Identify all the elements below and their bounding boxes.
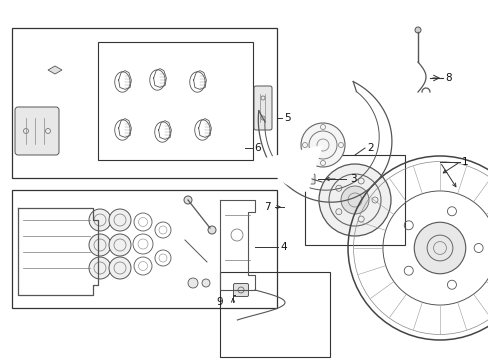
Text: 8: 8 bbox=[444, 73, 451, 83]
Circle shape bbox=[202, 279, 209, 287]
Text: 4: 4 bbox=[280, 242, 286, 252]
Circle shape bbox=[207, 226, 216, 234]
Circle shape bbox=[301, 123, 345, 167]
Bar bbox=[98, 42, 252, 160]
Text: 9: 9 bbox=[216, 297, 223, 307]
Polygon shape bbox=[48, 66, 62, 74]
Circle shape bbox=[109, 257, 131, 279]
Bar bbox=[12, 28, 276, 178]
Text: 6: 6 bbox=[253, 143, 260, 153]
Circle shape bbox=[340, 186, 368, 214]
Polygon shape bbox=[262, 145, 323, 192]
Text: 3: 3 bbox=[349, 174, 356, 184]
Bar bbox=[220, 272, 329, 357]
Circle shape bbox=[187, 278, 198, 288]
Circle shape bbox=[89, 209, 111, 231]
Text: 1: 1 bbox=[461, 157, 468, 167]
Text: 5: 5 bbox=[284, 113, 290, 123]
FancyBboxPatch shape bbox=[253, 86, 271, 130]
FancyBboxPatch shape bbox=[304, 174, 314, 184]
FancyBboxPatch shape bbox=[233, 284, 248, 297]
FancyBboxPatch shape bbox=[15, 107, 59, 155]
Circle shape bbox=[183, 196, 192, 204]
Bar bbox=[12, 190, 276, 308]
Circle shape bbox=[89, 234, 111, 256]
Circle shape bbox=[414, 27, 420, 33]
Circle shape bbox=[109, 234, 131, 256]
Text: 2: 2 bbox=[366, 143, 373, 153]
Circle shape bbox=[318, 164, 390, 236]
Circle shape bbox=[413, 222, 465, 274]
Bar bbox=[305, 155, 404, 245]
Circle shape bbox=[109, 209, 131, 231]
Text: 7: 7 bbox=[264, 202, 270, 212]
Circle shape bbox=[89, 257, 111, 279]
